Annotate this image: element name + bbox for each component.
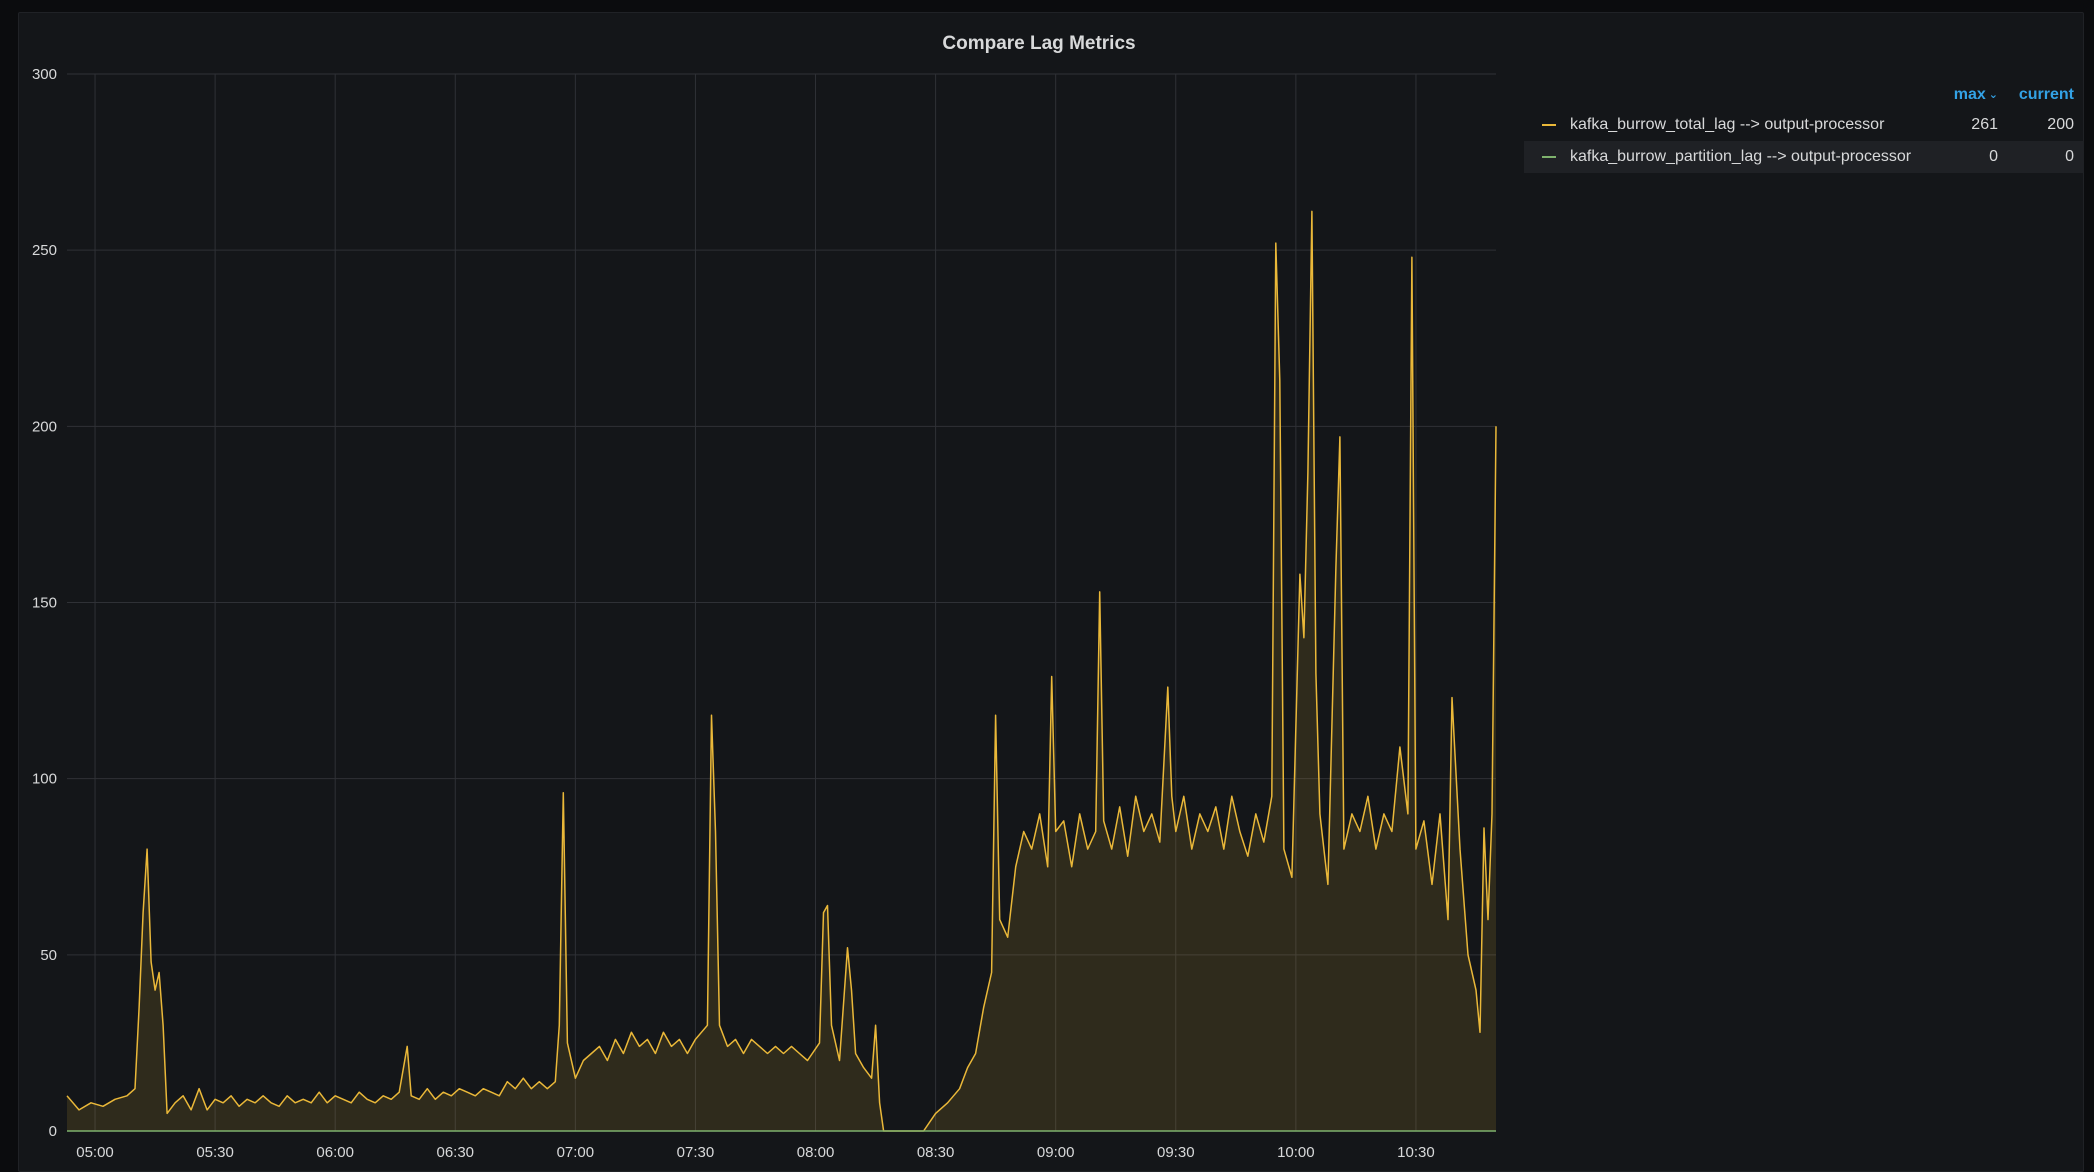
legend-max-value: 261: [1971, 116, 1998, 133]
x-tick-label: 08:30: [917, 1144, 955, 1161]
legend-series-partition-lag[interactable]: kafka_burrow_partition_lag --> output-pr…: [1524, 141, 2084, 173]
legend: max ⌄ current kafka_burrow_total_lag --> …: [1524, 81, 2084, 173]
legend-max-value: 0: [1989, 148, 1998, 165]
legend-series-total-lag[interactable]: kafka_burrow_total_lag --> output-proces…: [1524, 109, 2084, 141]
graph-panel: Compare Lag Metrics 0 50 100 150 200 250 300 05…: [18, 12, 2084, 1172]
legend-current-value: 0: [2065, 148, 2074, 165]
legend-header: max ⌄ current: [1524, 81, 2084, 109]
y-tick-label: 50: [40, 947, 57, 964]
x-tick-label: 08:00: [797, 1144, 835, 1161]
x-tick-label: 06:00: [316, 1144, 354, 1161]
x-tick-label: 07:30: [677, 1144, 715, 1161]
legend-sort-current[interactable]: current: [2018, 86, 2074, 103]
y-tick-label: 0: [49, 1123, 57, 1140]
series-0-line: [66, 210, 1497, 1132]
x-tick-label: 07:00: [557, 1144, 595, 1161]
legend-col-max-label: max: [1953, 86, 1986, 103]
x-tick-label: 06:30: [436, 1144, 474, 1161]
panel-title[interactable]: Compare Lag Metrics: [942, 33, 1136, 54]
x-tick-label: 05:00: [76, 1144, 114, 1161]
y-tick-label: 200: [32, 418, 57, 435]
x-tick-label: 09:30: [1157, 1144, 1195, 1161]
x-tick-label: 05:30: [196, 1144, 234, 1161]
chevron-down-icon: ⌄: [1988, 89, 1998, 101]
chart[interactable]: 0 50 100 150 200 250 300 05:00 05:30 06:00 06:30 07…: [19, 13, 2085, 1171]
series-color-swatch[interactable]: [1542, 156, 1556, 158]
legend-series-name: kafka_burrow_partition_lag --> output-pr…: [1570, 148, 1912, 165]
legend-series-name: kafka_burrow_total_lag --> output-proces…: [1570, 116, 1885, 133]
legend-sort-max[interactable]: max ⌄: [1942, 86, 1998, 104]
series-0-area: [67, 211, 1496, 1131]
y-tick-label: 150: [32, 595, 57, 612]
x-tick-label: 10:00: [1277, 1144, 1315, 1161]
y-tick-label: 250: [32, 242, 57, 259]
y-tick-label: 100: [32, 771, 57, 788]
x-tick-label: 09:00: [1037, 1144, 1075, 1161]
series-color-swatch[interactable]: [1542, 124, 1556, 126]
x-tick-label: 10:30: [1397, 1144, 1435, 1161]
y-tick-label: 300: [32, 66, 57, 83]
legend-current-value: 200: [2047, 116, 2074, 133]
